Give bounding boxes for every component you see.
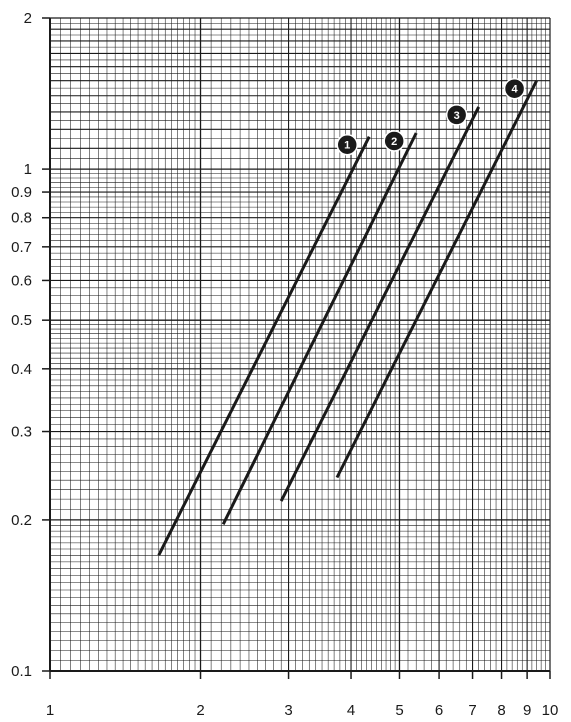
series-badge-circle	[445, 104, 468, 126]
x-tick-label: 8	[497, 702, 505, 719]
y-tick-label: 0.4	[11, 361, 32, 378]
series-line-4	[335, 80, 538, 479]
series-badge-circle	[336, 133, 358, 156]
x-tick-label: 10	[542, 702, 559, 719]
y-tick-label: 0.9	[11, 184, 32, 201]
series-badge-1: 1	[336, 133, 358, 156]
x-tick-label: 2	[196, 702, 204, 719]
series-badges: 1 2 3 4	[336, 77, 526, 156]
x-tick-label: 4	[347, 702, 355, 719]
series-badge-2: 2	[383, 130, 405, 152]
y-tick-label: 0.8	[11, 210, 32, 227]
series-badge-label: 4	[512, 84, 519, 96]
x-tick-label: 3	[284, 702, 292, 719]
y-tick-label: 2	[24, 10, 32, 27]
x-tick-label: 7	[468, 702, 476, 719]
series-badge-label: 3	[454, 110, 460, 122]
y-tick-label: 0.2	[11, 512, 32, 529]
y-tick-label: 1	[24, 161, 32, 178]
series-badge-label: 2	[391, 136, 397, 148]
y-tick-label: 0.7	[11, 239, 32, 256]
y-tick-label: 0.5	[11, 312, 32, 329]
series-line-3	[279, 106, 481, 502]
y-tick-labels: 0.1 0.2 0.3 0.4 0.5 0.6 0.7 0.8 0.9 1 2	[11, 10, 32, 680]
x-tick-label: 6	[435, 702, 443, 719]
x-tick-label: 9	[523, 702, 531, 719]
x-tick-labels: 1 2 3 4 5 6 7 8 9 10	[46, 702, 559, 719]
y-tick-label: 0.1	[11, 663, 32, 680]
series-line-2	[221, 132, 418, 525]
series-lines	[157, 80, 538, 556]
grid	[50, 18, 550, 671]
series-line-1	[157, 136, 371, 556]
series-badge-circle	[503, 77, 526, 100]
y-tick-label: 0.6	[11, 272, 32, 289]
series-badge-circle	[383, 130, 405, 152]
series-badge-4: 4	[503, 77, 526, 100]
series-badge-label: 1	[344, 140, 350, 152]
x-tick-label: 5	[395, 702, 403, 719]
series-badge-3: 3	[445, 104, 468, 126]
x-tick-label: 1	[46, 702, 54, 719]
y-tick-label: 0.3	[11, 424, 32, 441]
axes	[42, 17, 551, 679]
